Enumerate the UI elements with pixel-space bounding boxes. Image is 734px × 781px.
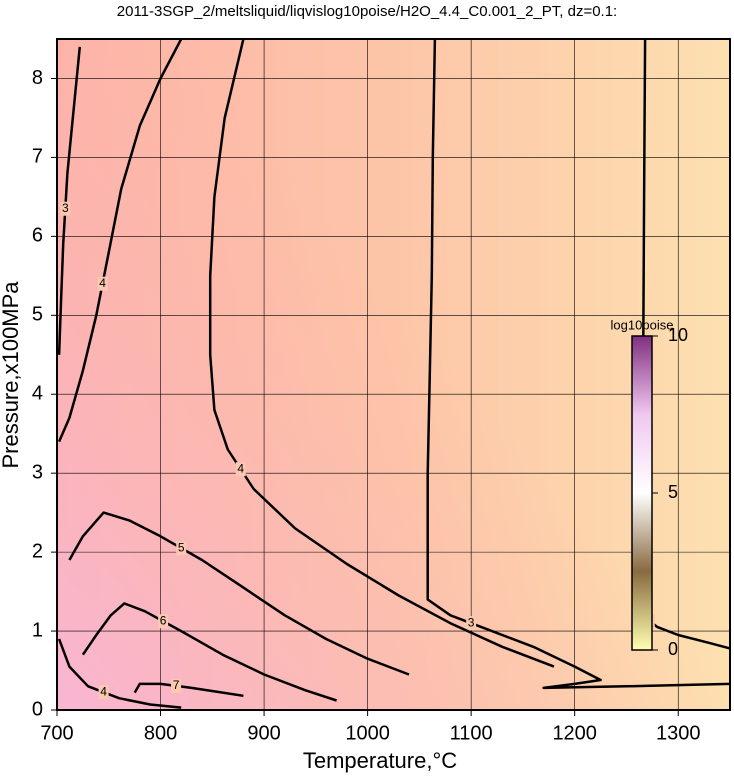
colorbar-tick-label: 5 [668, 482, 678, 502]
contour-label-bg [97, 276, 108, 291]
contour-label: 4 [100, 684, 107, 698]
colorbar-tick-label: 0 [668, 639, 678, 659]
contour-label: 4 [237, 461, 244, 475]
contour-label-bg [60, 201, 71, 216]
y-tick-label: 6 [32, 225, 43, 247]
x-axis-label: Temperature,°C [303, 748, 457, 773]
x-tick-label: 1000 [345, 722, 390, 744]
contour-label-bg [158, 614, 169, 629]
y-tick-label: 3 [32, 461, 43, 483]
x-tick-label: 800 [144, 722, 177, 744]
contour-label-bg [466, 616, 477, 631]
contour-label-bg [98, 685, 109, 700]
chart-title: 2011-3SGP_2/meltsliquid/liqvislog10poise… [117, 3, 617, 20]
x-tick-label: 1200 [552, 722, 597, 744]
colorbar-scale [631, 335, 653, 651]
contour-label: 4 [99, 276, 106, 290]
contour-label-bg [171, 678, 182, 693]
x-tick-label: 700 [40, 722, 73, 744]
contour-label: 6 [160, 613, 167, 627]
x-tick-label: 900 [247, 722, 280, 744]
contour-line [426, 38, 731, 690]
contour-label-bg [176, 541, 187, 556]
plot-frame [56, 38, 731, 711]
contour-label: 7 [173, 678, 180, 692]
contour-line [68, 511, 410, 676]
y-tick-label: 8 [32, 67, 43, 89]
contour-label-bg [235, 462, 246, 477]
colorbar: log10poise 0 5 10 [611, 317, 688, 658]
y-tick-label: 0 [32, 698, 43, 720]
x-tick-label: 1100 [450, 722, 493, 744]
plot-shading [57, 39, 730, 710]
contour-label: 5 [178, 540, 185, 554]
y-tick-label: 4 [32, 383, 43, 405]
y-tick-label: 2 [32, 540, 43, 562]
y-tick-label: 1 [32, 619, 43, 641]
contours: 234435674 [57, 38, 731, 709]
contour-line [57, 38, 183, 443]
colorbar-label: log10poise [611, 317, 674, 332]
y-tick-label: 5 [32, 304, 43, 326]
y-axis-label: Pressure,x100MPa [0, 281, 23, 469]
colorbar-tick-label: 10 [668, 325, 688, 345]
contour-label: 3 [468, 615, 475, 629]
x-tick-label: 1300 [656, 722, 701, 744]
contour-label: 3 [62, 201, 69, 215]
y-tick-label: 7 [32, 146, 43, 168]
